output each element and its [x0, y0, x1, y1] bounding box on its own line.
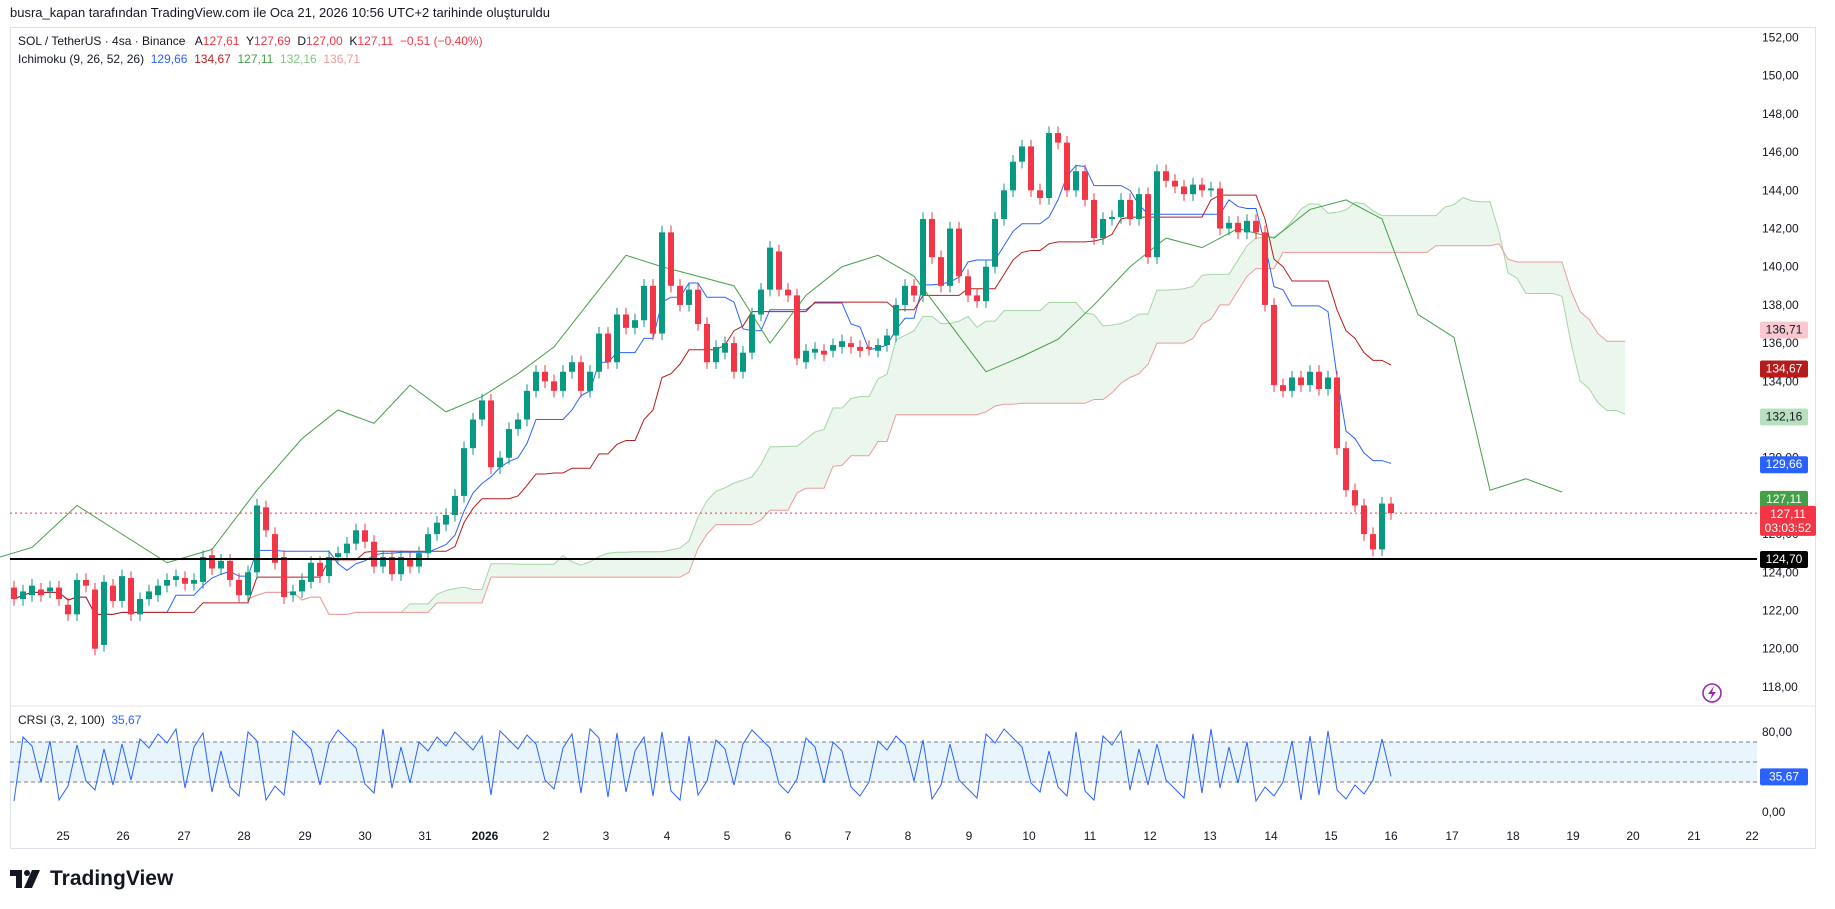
crsi-name[interactable]: CRSI (3, 2, 100) — [18, 713, 105, 727]
main-legend: SOL / TetherUS · 4sa · Binance A127,61 Y… — [18, 34, 483, 48]
high-label: Y — [245, 34, 254, 48]
tradingview-logo[interactable]: TradingView — [10, 867, 173, 891]
ichimoku-base-value: 134,67 — [194, 52, 231, 66]
author-line: busra_kapan tarafından TradingView.com i… — [10, 5, 550, 20]
crsi-legend: CRSI (3, 2, 100) 35,67 — [18, 713, 141, 727]
brand-name: TradingView — [50, 867, 174, 890]
ichimoku-lagging-value: 127,11 — [237, 52, 274, 66]
low-label: D — [297, 34, 306, 48]
close-label: K — [349, 34, 358, 48]
change-value: −0,51 (−0,40%) — [399, 34, 483, 48]
low-value: 127,00 — [306, 34, 343, 48]
high-value: 127,69 — [253, 34, 291, 48]
symbol-label[interactable]: SOL / TetherUS · 4sa · Binance — [18, 34, 186, 48]
open-label: A — [194, 34, 203, 48]
ichimoku-span-a-value: 132,16 — [279, 52, 317, 66]
ichimoku-legend: Ichimoku (9, 26, 52, 26) 129,66 134,67 1… — [18, 52, 360, 66]
close-value: 127,11 — [357, 34, 394, 48]
open-value: 127,61 — [202, 34, 240, 48]
ichimoku-conversion-value: 129,66 — [150, 52, 188, 66]
ichimoku-span-b-value: 136,71 — [323, 52, 361, 66]
ichimoku-name[interactable]: Ichimoku (9, 26, 52, 26) — [18, 52, 145, 66]
crsi-value: 35,67 — [111, 713, 142, 727]
chart-frame — [10, 27, 1816, 849]
tradingview-logo-icon — [10, 870, 40, 888]
